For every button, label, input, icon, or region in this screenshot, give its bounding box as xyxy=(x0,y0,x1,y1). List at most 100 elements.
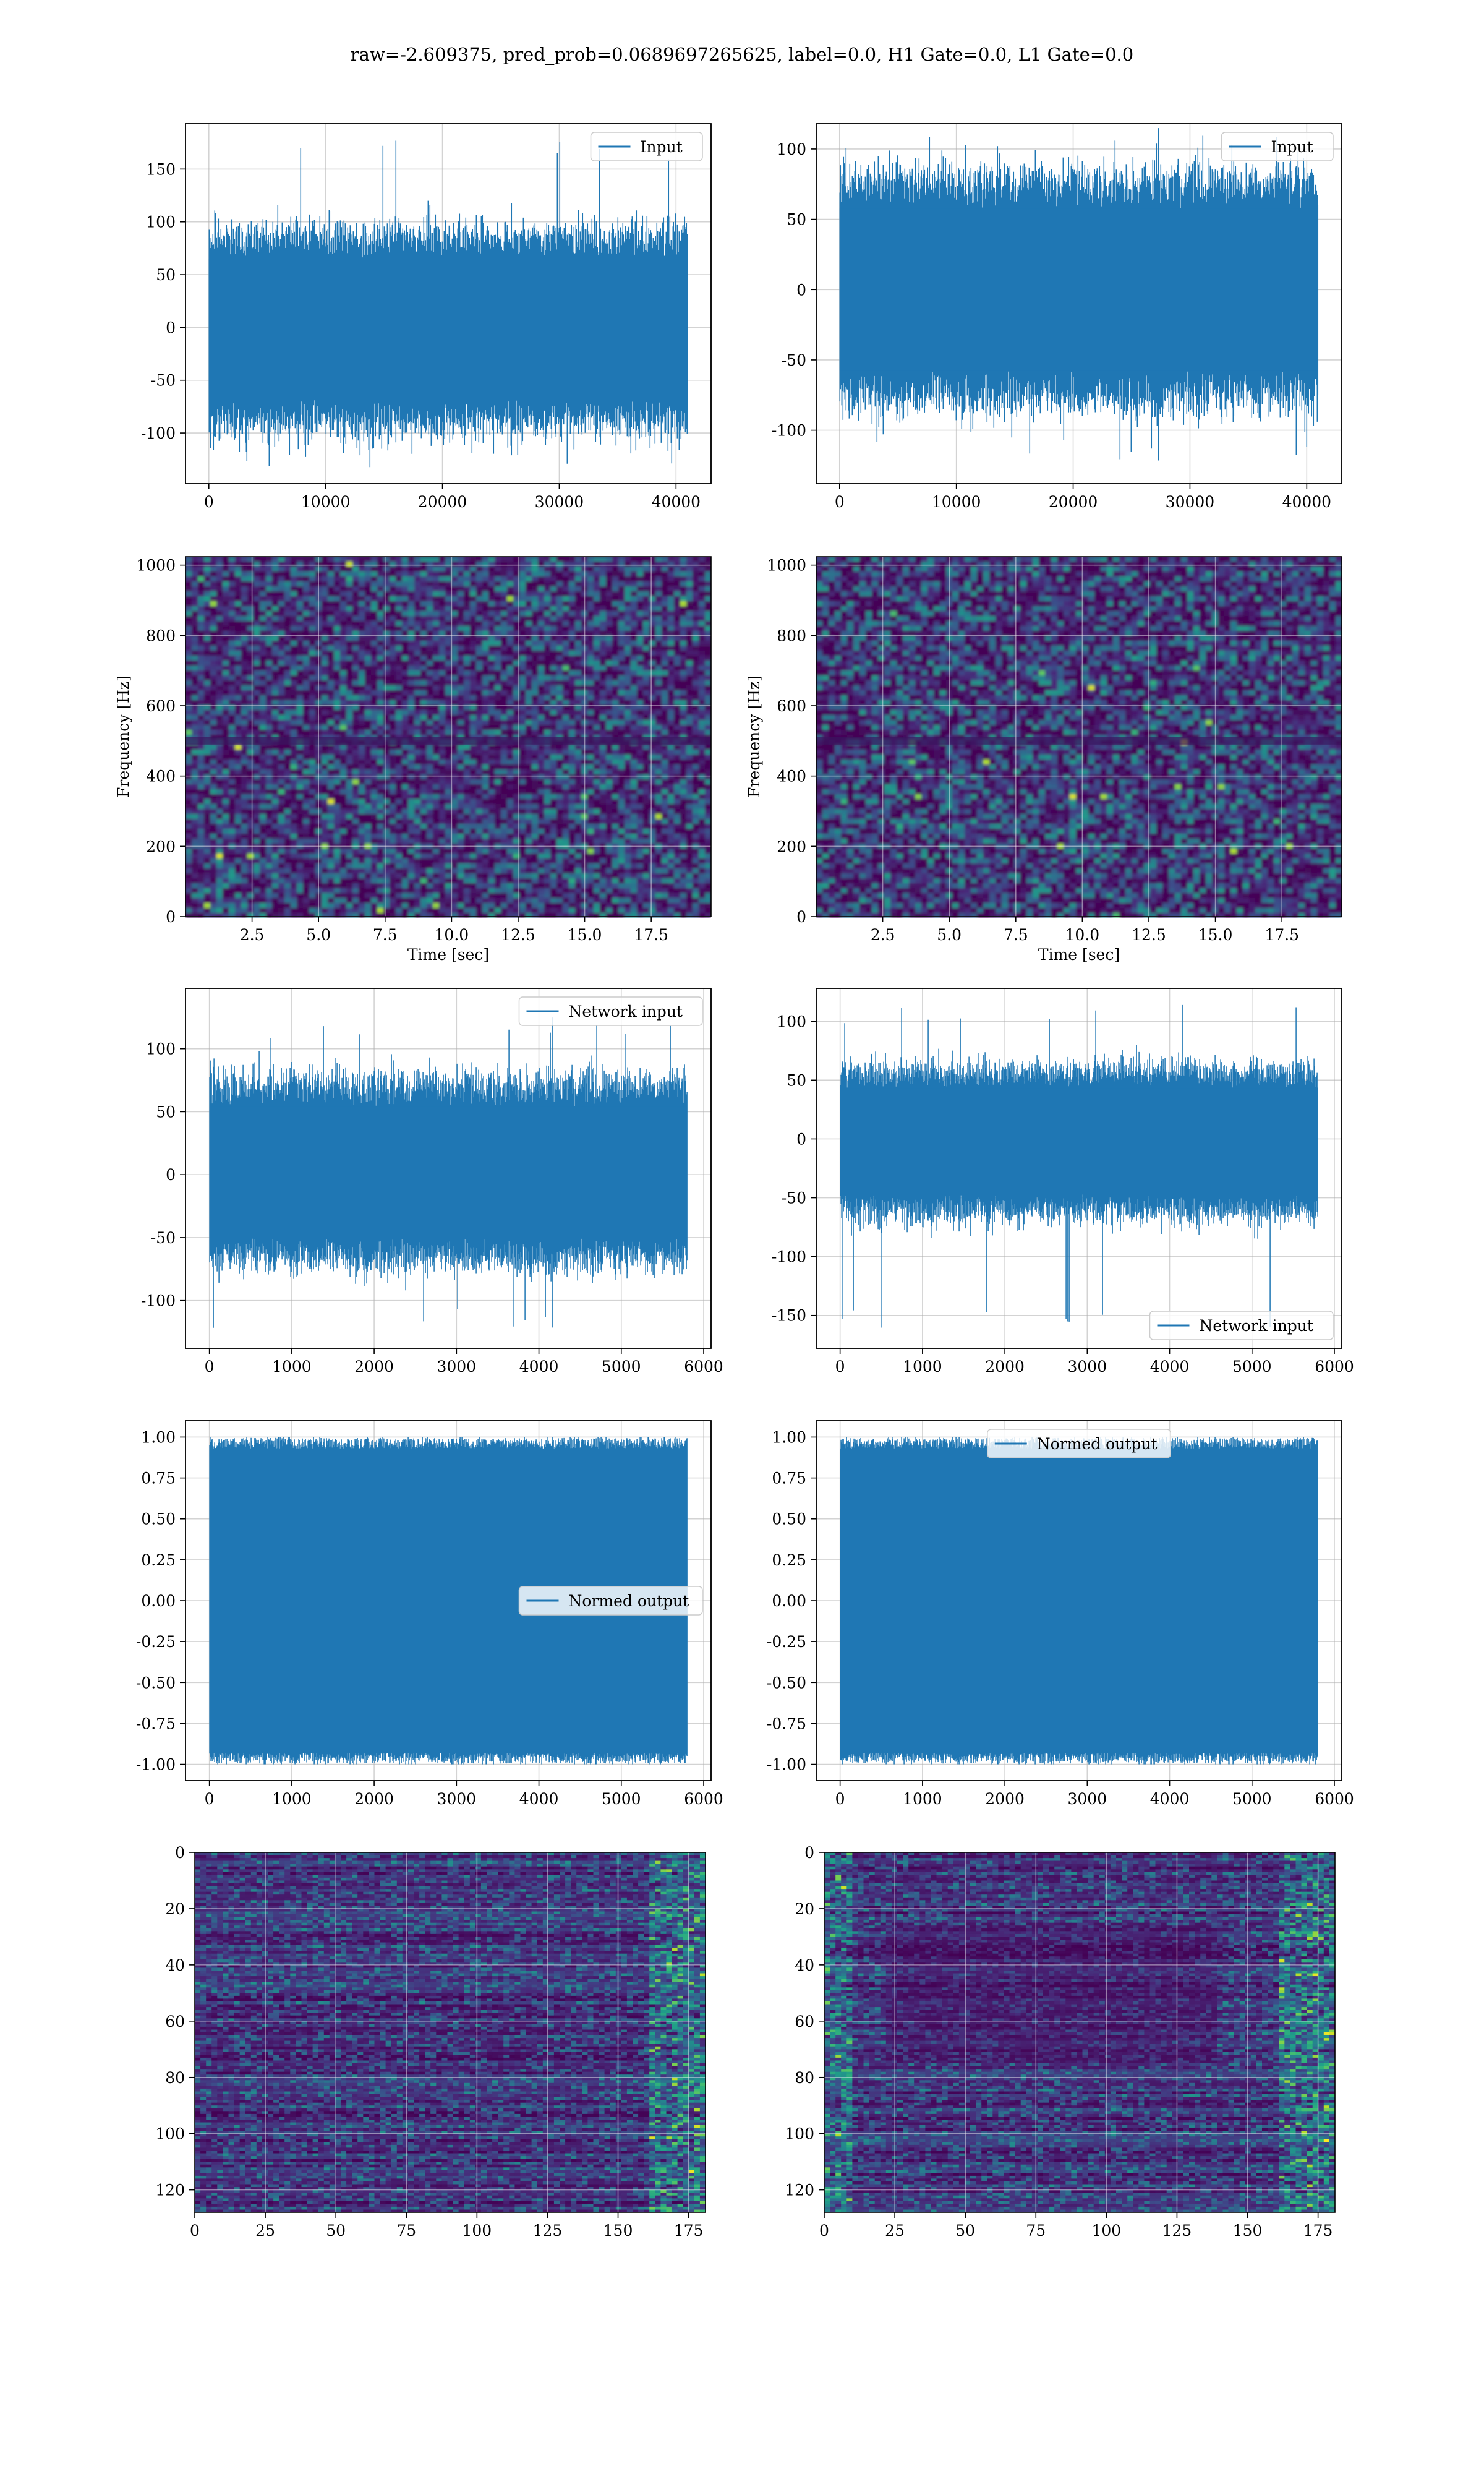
y-tick-label: 60 xyxy=(165,2013,185,2031)
panel-network-input-h1: 0 1000 2000 3000 4000 5000 6000-100-50050100Ne… xyxy=(141,988,723,1376)
figure-title: raw=-2.609375, pred_prob=0.0689697265625… xyxy=(351,44,1133,66)
y-tick-label: 1.00 xyxy=(772,1428,806,1446)
y-tick-label: 20 xyxy=(165,1900,185,1918)
y-tick-label: -0.25 xyxy=(767,1633,806,1651)
legend-label: Network input xyxy=(569,1003,683,1021)
y-tick-label: 200 xyxy=(146,837,176,855)
y-tick-label: 0.75 xyxy=(772,1470,806,1487)
y-tick-label: 120 xyxy=(155,2181,185,2199)
y-tick-label: 0.25 xyxy=(141,1551,176,1569)
x-tick-label: 5.0 xyxy=(306,926,331,944)
x-tick-label: 6000 xyxy=(1315,1790,1354,1808)
x-tick-label: 3000 xyxy=(1068,1358,1107,1376)
legend: Normed output xyxy=(987,1429,1171,1458)
x-tick-label: 2000 xyxy=(985,1790,1025,1808)
legend: Network input xyxy=(1150,1311,1334,1340)
legend: Input xyxy=(1222,132,1334,161)
y-tick-label: 600 xyxy=(146,697,176,715)
heatmap-band xyxy=(186,737,711,745)
x-tick-label: 75 xyxy=(396,2222,416,2240)
x-tick-label: 6000 xyxy=(684,1358,723,1376)
panel-normed-output-h1: 0 1000 2000 3000 4000 5000 6000-1.00-0.75-0.50… xyxy=(136,1421,723,1808)
legend: Network input xyxy=(519,997,703,1025)
y-tick-label: -50 xyxy=(151,1229,176,1247)
x-tick-label: 4000 xyxy=(1150,1358,1190,1376)
x-tick-label: 175 xyxy=(674,2222,704,2240)
heatmap-image xyxy=(186,557,711,918)
panel-network-input-l1: 0 1000 2000 3000 4000 5000 6000-150-100-500501… xyxy=(772,988,1354,1376)
x-tick-label: 75 xyxy=(1026,2222,1046,2240)
y-tick-label: 1000 xyxy=(136,557,176,575)
x-tick-label: 150 xyxy=(1233,2222,1263,2240)
y-tick-label: 1000 xyxy=(767,557,806,575)
y-tick-label: 0.50 xyxy=(772,1510,806,1528)
x-tick-label: 0 xyxy=(205,1790,215,1808)
x-tick-label: 2.5 xyxy=(871,926,895,944)
series-core xyxy=(840,1088,1318,1194)
legend: Normed output xyxy=(519,1586,703,1615)
y-tick-label: 100 xyxy=(146,213,176,231)
x-tick-label: 50 xyxy=(326,2222,346,2240)
y-tick-label: 0 xyxy=(166,319,176,336)
panel-normed-output-l1: 0 1000 2000 3000 4000 5000 6000-1.00-0.75-0.50… xyxy=(767,1421,1354,1808)
x-tick-label: 2000 xyxy=(354,1358,394,1376)
panel-input-h1: 0 10000 20000 30000 40000-100-50050100150Inp… xyxy=(141,124,711,511)
x-tick-label: 0 xyxy=(190,2222,200,2240)
heatmap-image xyxy=(195,1852,706,2213)
x-axis-label: Time [sec] xyxy=(1038,946,1120,964)
y-tick-label: 0.75 xyxy=(141,1470,176,1487)
x-tick-label: 10.0 xyxy=(435,926,469,944)
legend-label: Normed output xyxy=(569,1592,689,1610)
x-tick-label: 10.0 xyxy=(1065,926,1100,944)
heatmap-cells xyxy=(195,1852,706,2213)
x-tick-label: 40000 xyxy=(1282,493,1332,511)
legend-label: Input xyxy=(641,138,683,156)
x-tick-label: 5000 xyxy=(602,1358,641,1376)
heatmap-band xyxy=(816,737,1342,745)
x-tick-label: 100 xyxy=(1091,2222,1121,2240)
x-tick-label: 1000 xyxy=(272,1358,312,1376)
x-tick-label: 17.5 xyxy=(634,926,668,944)
x-tick-label: 6000 xyxy=(1315,1358,1354,1376)
y-tick-label: 50 xyxy=(156,266,176,284)
y-tick-label: 50 xyxy=(787,1071,806,1089)
y-tick-label: 800 xyxy=(777,627,806,644)
x-tick-label: 40000 xyxy=(652,493,701,511)
legend: Input xyxy=(591,132,703,161)
x-tick-label: 7.5 xyxy=(1004,926,1028,944)
heatmap-cells xyxy=(824,1852,1336,2213)
series-core xyxy=(209,259,688,400)
y-tick-label: 0 xyxy=(796,908,806,926)
x-tick-label: 6000 xyxy=(684,1790,723,1808)
y-tick-label: 800 xyxy=(146,627,176,644)
legend-label: Input xyxy=(1271,138,1313,156)
y-tick-label: 100 xyxy=(777,1012,806,1030)
y-tick-label: -1.00 xyxy=(767,1756,806,1774)
x-tick-label: 125 xyxy=(1162,2222,1192,2240)
y-tick-label: -50 xyxy=(782,1189,806,1207)
x-tick-label: 175 xyxy=(1303,2222,1333,2240)
y-tick-label: 100 xyxy=(785,2125,814,2143)
panel-spectrogram-h1: 2.5 5.0 7.5 10.0 12.5 15.0 17.5020040060080010… xyxy=(114,557,711,964)
x-tick-label: 125 xyxy=(533,2222,563,2240)
x-tick-label: 4000 xyxy=(1150,1790,1190,1808)
x-tick-label: 4000 xyxy=(519,1358,559,1376)
y-tick-label: 1.00 xyxy=(141,1428,176,1446)
x-tick-label: 2000 xyxy=(354,1790,394,1808)
x-tick-label: 2.5 xyxy=(240,926,265,944)
x-tick-label: 12.5 xyxy=(1132,926,1166,944)
x-tick-label: 15.0 xyxy=(1198,926,1233,944)
y-tick-label: 0.00 xyxy=(772,1592,806,1610)
x-tick-label: 5000 xyxy=(602,1790,641,1808)
legend-label: Normed output xyxy=(1037,1435,1158,1453)
x-tick-label: 25 xyxy=(885,2222,905,2240)
x-axis-label: Time [sec] xyxy=(407,946,489,964)
y-tick-label: -100 xyxy=(772,422,806,440)
y-tick-label: 200 xyxy=(777,837,806,855)
legend-label: Network input xyxy=(1200,1317,1313,1335)
x-tick-label: 50 xyxy=(955,2222,975,2240)
x-tick-label: 0 xyxy=(835,1358,845,1376)
